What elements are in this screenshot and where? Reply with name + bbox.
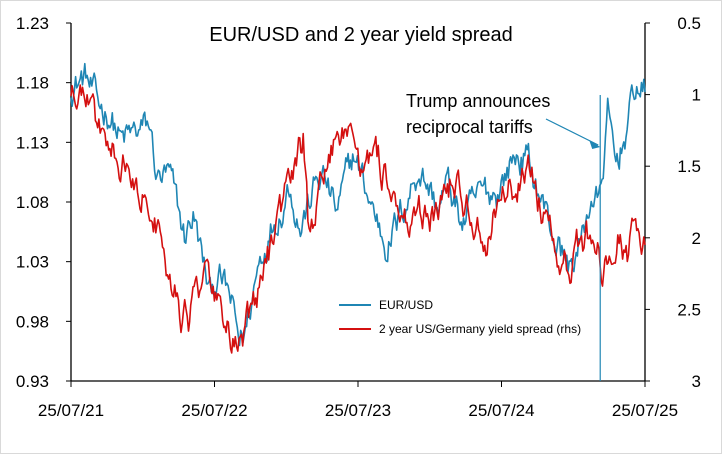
x-tick-labels: 25/07/21 25/07/22 25/07/23 25/07/24 25/07/25 (38, 401, 678, 420)
y-right-tick-label: 0.5 (677, 14, 701, 33)
series-layer (70, 62, 646, 354)
x-tick-label: 25/07/22 (181, 401, 247, 420)
x-tick-label: 25/07/21 (38, 401, 104, 420)
x-tick-label: 25/07/23 (325, 401, 391, 420)
legend-label-spread: 2 year US/Germany yield spread (rhs) (379, 322, 581, 336)
chart-title: EUR/USD and 2 year yield spread (209, 24, 512, 46)
y-right-tick-label: 2 (692, 229, 701, 248)
y-right-tick-label: 1.5 (677, 157, 701, 176)
y-left-tick-label: 1.03 (16, 253, 49, 272)
y-right-tick-label: 1 (692, 86, 701, 105)
legend-label-eurusd: EUR/USD (379, 298, 433, 312)
annotation-arrow-head (589, 140, 601, 149)
y-left-tick-labels: 0.93 0.98 1.03 1.08 1.13 1.18 1.23 (16, 14, 49, 391)
y-left-tick-label: 0.98 (16, 312, 49, 331)
chart-legend: EUR/USD 2 year US/Germany yield spread (… (339, 298, 581, 336)
annotation: Trump announces reciprocal tariffs (406, 91, 601, 381)
annotation-line-1: Trump announces (406, 91, 550, 111)
y-left-tick-label: 1.18 (16, 74, 49, 93)
y-left-tick-label: 1.13 (16, 133, 49, 152)
x-tick-label: 25/07/24 (468, 401, 534, 420)
y-right-tick-label: 2.5 (677, 300, 701, 319)
annotation-line-2: reciprocal tariffs (406, 117, 533, 137)
series-line-yield-spread (70, 84, 646, 354)
axes (66, 22, 650, 387)
x-tick-label: 25/07/25 (612, 401, 678, 420)
y-right-tick-label: 3 (692, 372, 701, 391)
y-left-tick-label: 0.93 (16, 372, 49, 391)
y-left-tick-label: 1.08 (16, 193, 49, 212)
y-left-tick-label: 1.23 (16, 14, 49, 33)
series-line-eurusd (70, 62, 646, 347)
y-right-tick-labels: 0.5 1 1.5 2 2.5 3 (677, 14, 701, 391)
